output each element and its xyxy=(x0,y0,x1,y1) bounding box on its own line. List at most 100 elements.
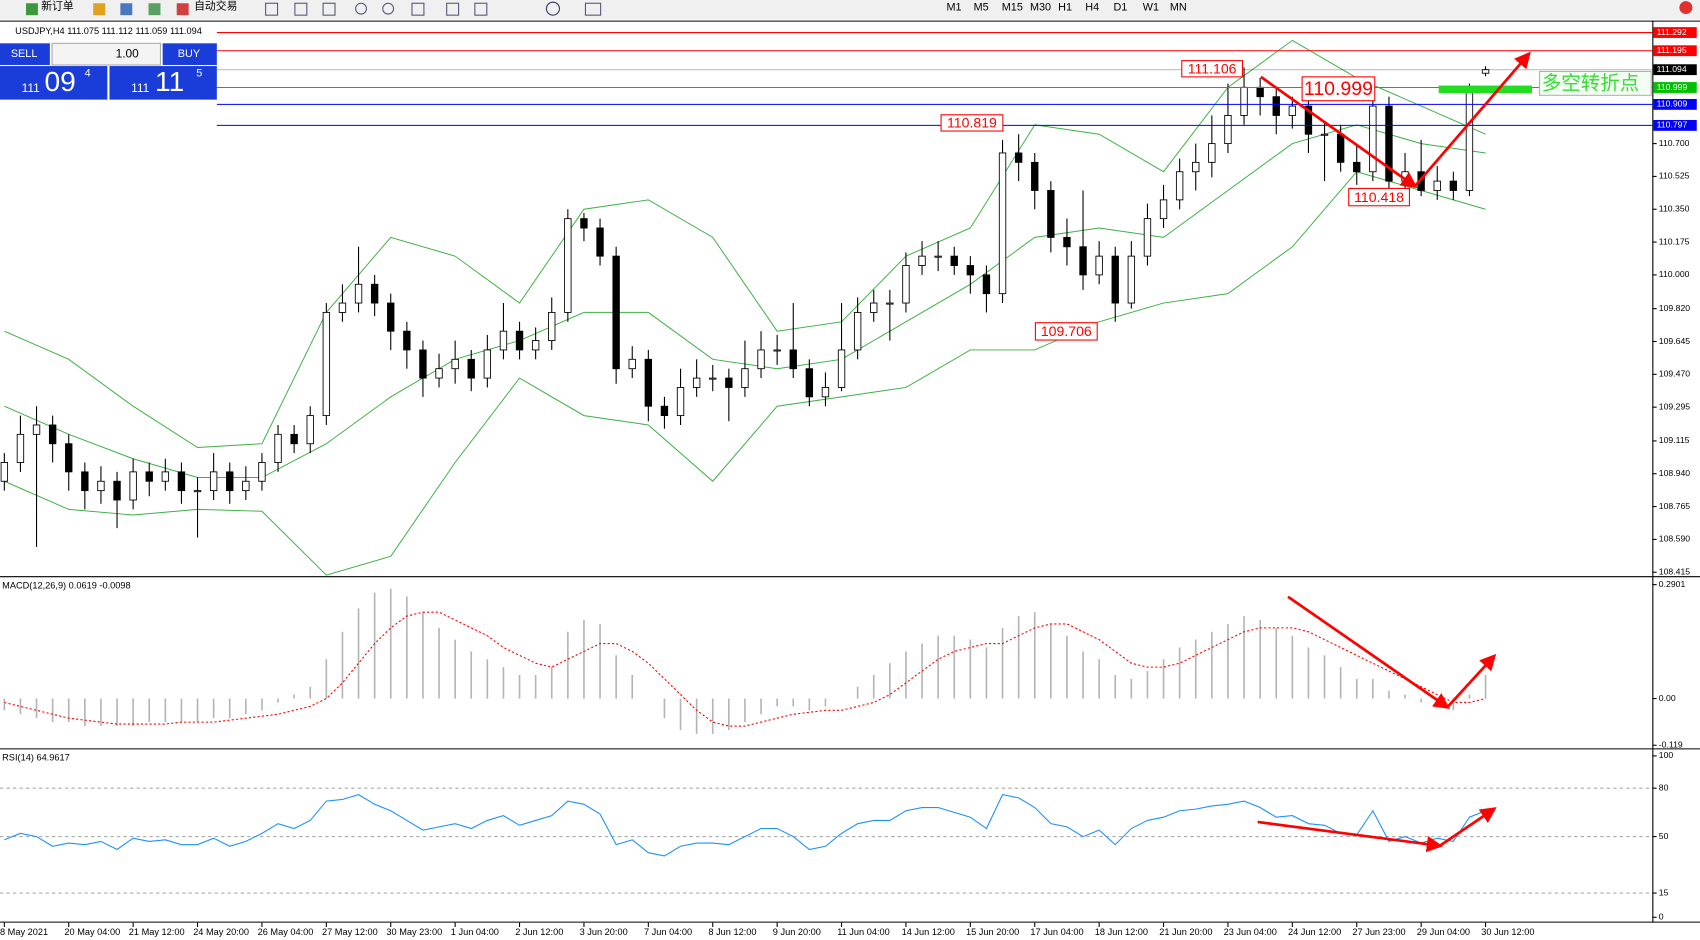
panel-title: RSI(14) 64.9617 xyxy=(2,753,70,763)
lots: 1.00 xyxy=(116,46,140,60)
x-tick-label: 27 Jun 23:00 xyxy=(1352,927,1405,937)
candle-body xyxy=(548,311,556,341)
candle-body xyxy=(403,330,411,351)
sell-price-pips: 09 xyxy=(44,65,75,97)
icon xyxy=(93,3,106,16)
level-label: 110.909 xyxy=(1657,99,1688,109)
x-tick-label: 23 Jun 04:00 xyxy=(1224,927,1277,937)
candle-body xyxy=(757,349,765,370)
sell-price-box[interactable] xyxy=(0,66,108,100)
candle-body xyxy=(1449,180,1458,191)
candle-body xyxy=(692,377,701,388)
bollinger-upper xyxy=(4,39,1486,448)
candle-body xyxy=(934,255,942,258)
timeframe[interactable]: D1 xyxy=(1113,1,1127,13)
candle-body xyxy=(531,340,540,351)
timeframe[interactable]: MN xyxy=(1170,1,1187,13)
candle-body xyxy=(644,358,653,407)
candle-body xyxy=(725,377,733,388)
candle-body xyxy=(1014,152,1023,163)
timeframe[interactable]: W1 xyxy=(1143,1,1159,13)
candle-body xyxy=(97,480,105,492)
buy-price-box[interactable] xyxy=(109,66,217,100)
candle-body xyxy=(1336,133,1345,163)
plot-area: 110.700110.525110.350110.175110.000109.8… xyxy=(0,20,1700,937)
y-tick-label: 110.000 xyxy=(1659,269,1690,279)
x-tick-label: 24 Jun 12:00 xyxy=(1288,927,1341,937)
y-tick-label: 108.765 xyxy=(1659,501,1690,511)
y-tick-label: 109.645 xyxy=(1659,336,1690,346)
y-tick-label: 0.2901 xyxy=(1659,579,1686,589)
candle-body xyxy=(226,471,234,492)
candle-body xyxy=(773,349,781,352)
timeframe[interactable]: H1 xyxy=(1058,1,1072,13)
candle-body xyxy=(918,255,926,266)
bollinger-lower xyxy=(4,171,1486,576)
candle-body xyxy=(515,330,524,351)
buy-label: BUY xyxy=(178,48,200,60)
x-tick-label: 7 Jun 04:00 xyxy=(644,927,692,937)
candle-body xyxy=(467,358,475,379)
candle-body xyxy=(1481,69,1490,74)
timeframe[interactable]: H4 xyxy=(1085,1,1099,13)
buy-button[interactable] xyxy=(162,43,217,65)
toolbar-button[interactable]: 新订单 xyxy=(41,0,74,12)
candle-body xyxy=(1208,143,1216,163)
timeframe[interactable]: M5 xyxy=(974,1,989,13)
candle-body xyxy=(1385,105,1393,182)
candle-body xyxy=(322,311,331,417)
candle-body xyxy=(193,490,202,493)
candle-body xyxy=(370,283,379,304)
icon xyxy=(176,3,189,16)
x-tick-label: 8 Jun 12:00 xyxy=(708,927,756,937)
buy-price-big: 111 xyxy=(131,81,149,95)
candle-body xyxy=(1111,255,1119,304)
candle-body xyxy=(435,368,443,379)
candle-body xyxy=(242,480,250,492)
buy-price-point: 5 xyxy=(196,68,202,80)
x-tick-label: 14 Jun 12:00 xyxy=(902,927,955,937)
candle-body xyxy=(1079,246,1087,276)
candle-body xyxy=(741,368,749,388)
timeframe[interactable]: M30 xyxy=(1030,1,1051,13)
candle-body xyxy=(709,377,717,380)
arrows xyxy=(1257,51,1531,853)
candle-body xyxy=(902,265,910,304)
candle-body xyxy=(580,218,588,229)
candle-body xyxy=(1063,236,1071,248)
tool-icons xyxy=(265,1,602,16)
candle-body xyxy=(419,349,427,379)
candle-body xyxy=(821,387,830,398)
x-tick-label: 8 May 2021 xyxy=(0,927,48,937)
x-tick-label: 26 May 04:00 xyxy=(258,927,314,937)
arrow xyxy=(1260,75,1418,189)
macd-signal xyxy=(4,611,1486,727)
timeframe[interactable]: M1 xyxy=(946,1,961,13)
toolbar-button[interactable]: 自动交易 xyxy=(194,0,237,12)
buy-price-pips: 11 xyxy=(155,65,184,97)
candle-body xyxy=(596,227,604,257)
y-tick-label: -0.119 xyxy=(1659,740,1683,750)
timeframe[interactable]: M15 xyxy=(1002,1,1023,13)
sell-price-point: 4 xyxy=(85,68,91,80)
candle-body xyxy=(612,255,620,370)
arrow xyxy=(1446,653,1497,709)
y-tick-label: 80 xyxy=(1659,782,1669,792)
candle-body xyxy=(161,471,170,482)
arrow xyxy=(1257,820,1444,853)
level-label-bg xyxy=(1653,27,1697,38)
arrow xyxy=(1287,595,1451,710)
lots-input[interactable] xyxy=(51,42,162,66)
y-tick-label: 110.350 xyxy=(1659,204,1690,214)
callout-label: 110.418 xyxy=(1354,189,1404,205)
candle-body xyxy=(789,349,797,370)
y-tick-label: 109.470 xyxy=(1659,369,1690,379)
y-tick-label: 100 xyxy=(1659,750,1674,760)
y-tick-label: 50 xyxy=(1659,831,1669,841)
candle-body xyxy=(853,311,862,351)
x-tick-label: 30 Jun 12:00 xyxy=(1481,927,1534,937)
sell-button[interactable] xyxy=(0,43,50,65)
candle-body xyxy=(1256,86,1264,98)
